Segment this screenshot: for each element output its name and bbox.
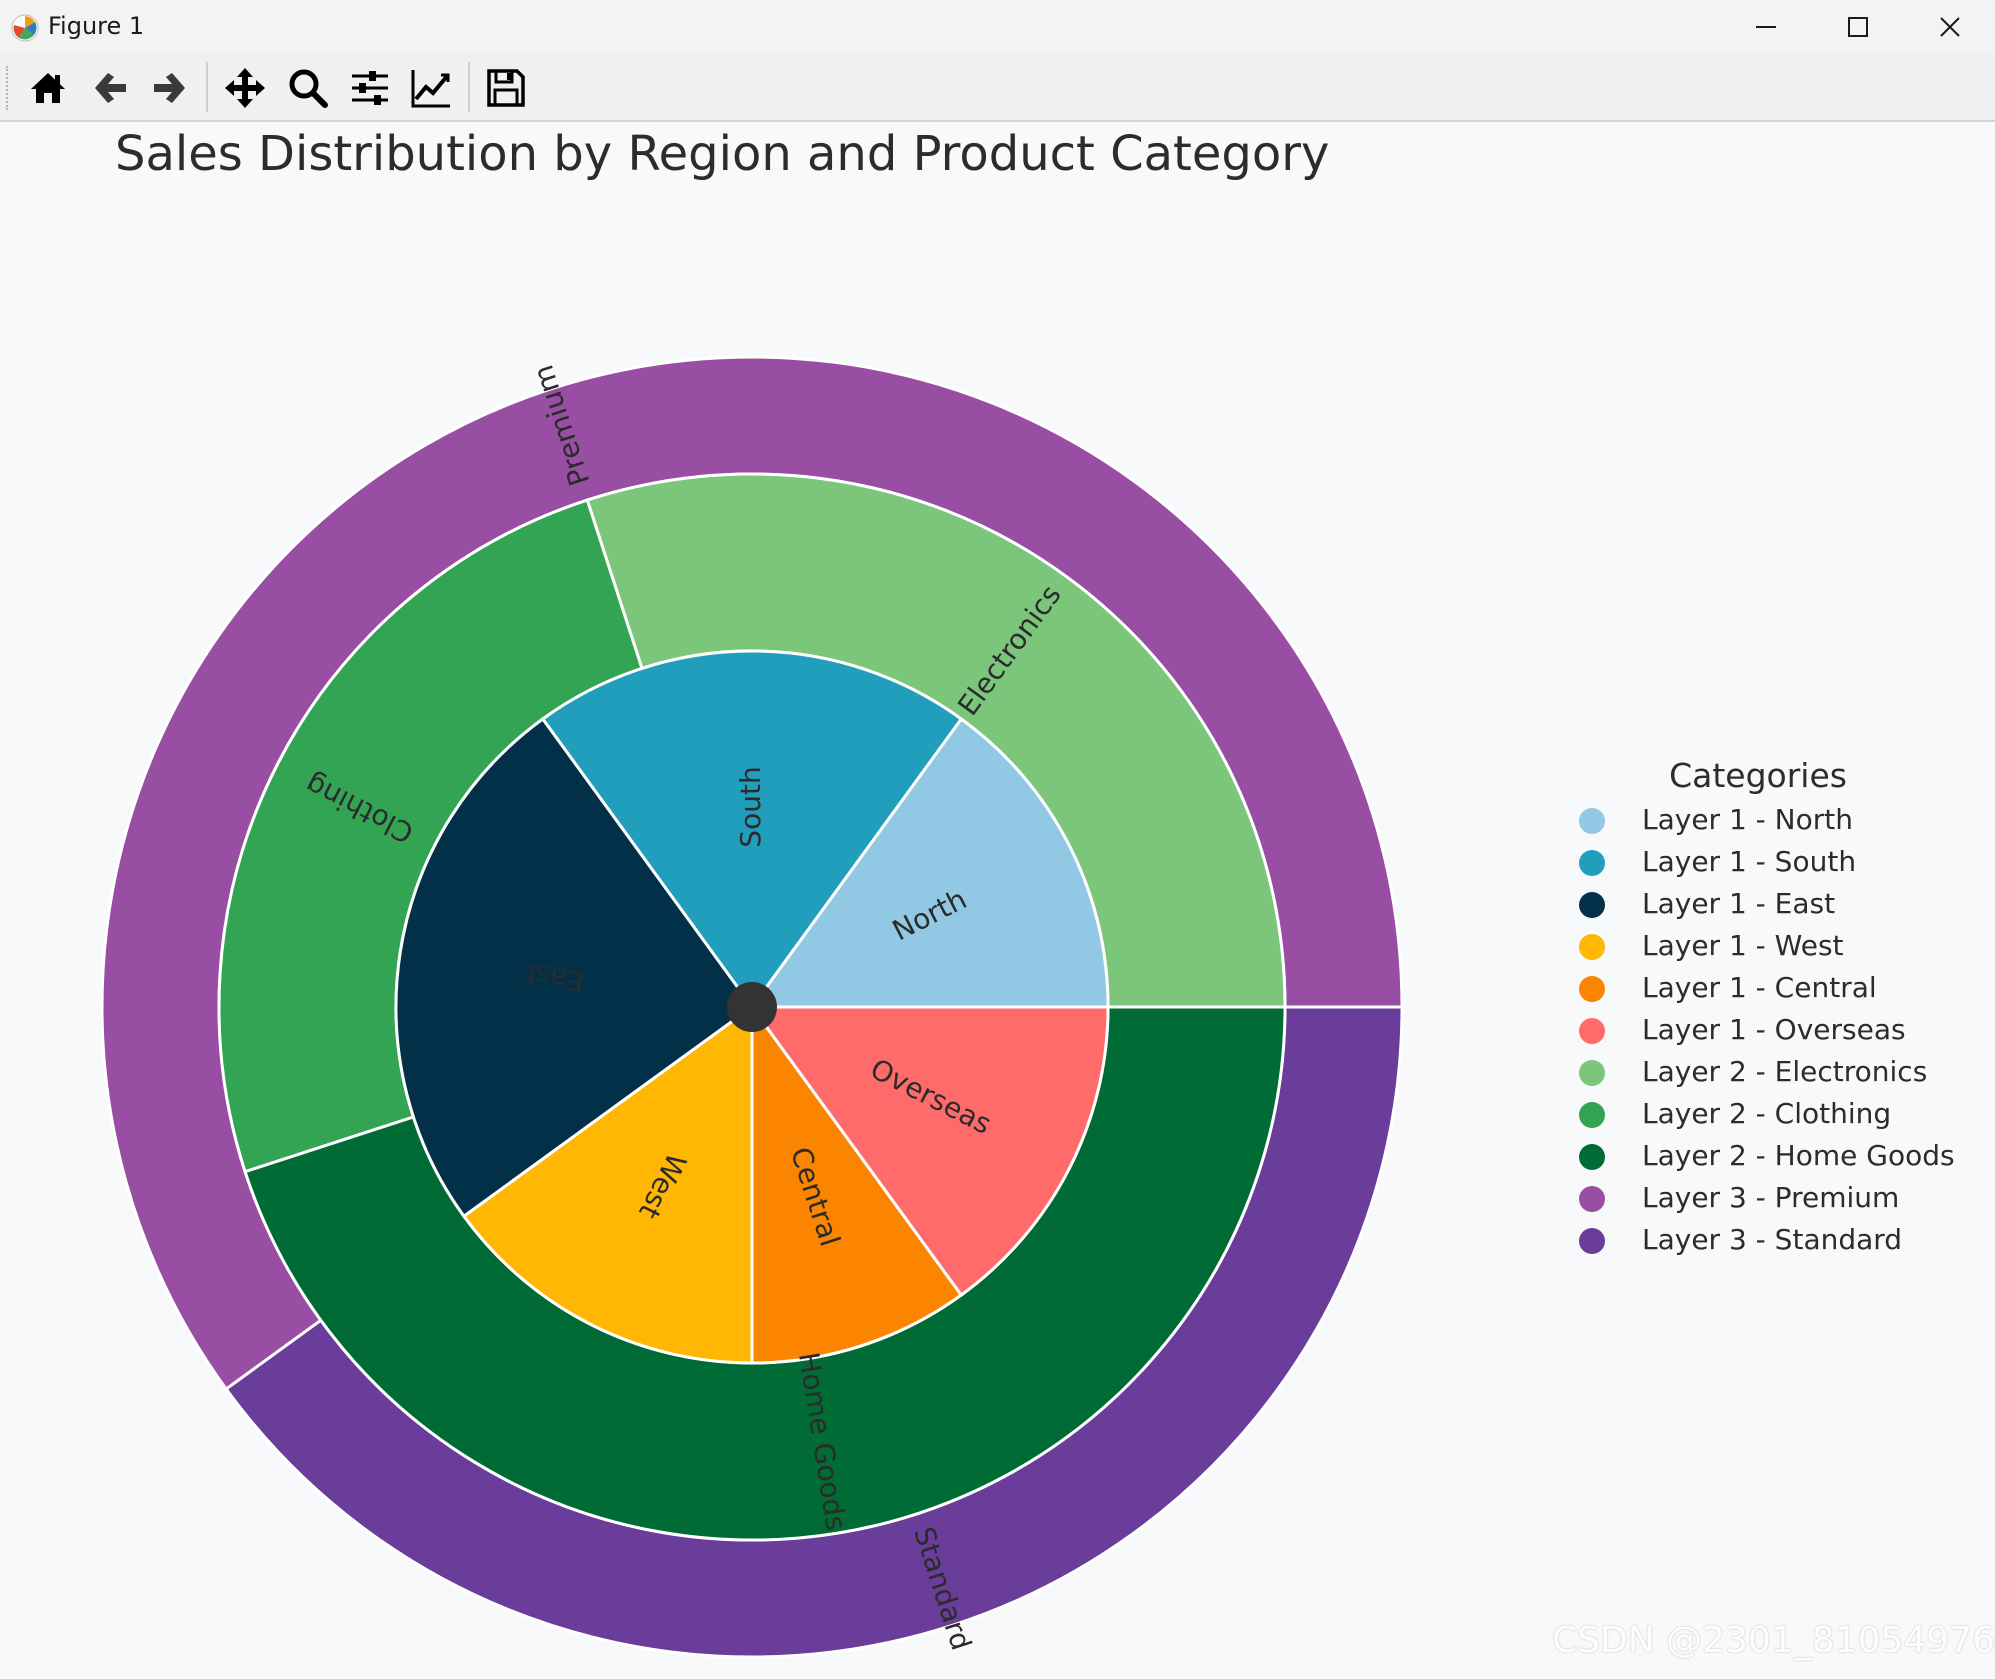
slice-label-south: South	[734, 766, 767, 847]
legend-label-layer-2-clothing: Layer 2 - Clothing	[1642, 1097, 1891, 1130]
legend-title: Categories	[1669, 756, 1847, 795]
legend-marker-layer-2-electronics	[1579, 1060, 1605, 1086]
center-dot	[727, 982, 777, 1032]
toolbar-grip	[6, 66, 11, 110]
legend-marker-layer-1-overseas	[1579, 1018, 1605, 1044]
arrow-left-icon	[95, 73, 126, 103]
legend-label-layer-2-electronics: Layer 2 - Electronics	[1642, 1055, 1927, 1088]
minimize-button[interactable]	[1720, 0, 1812, 54]
forward-button[interactable]	[144, 64, 194, 112]
legend-label-layer-1-east: Layer 1 - East	[1642, 887, 1835, 920]
pan-button[interactable]	[220, 64, 270, 112]
legend-label-layer-1-south: Layer 1 - South	[1642, 845, 1856, 878]
chart-legend: Categories Layer 1 - North Layer 1 - Sout…	[1579, 756, 1955, 1256]
legend-label-layer-1-west: Layer 1 - West	[1642, 929, 1844, 962]
legend-marker-layer-2-clothing	[1579, 1102, 1605, 1128]
chart-title: Sales Distribution by Region and Product…	[115, 126, 1329, 182]
magnifier-icon	[289, 69, 328, 108]
chart-figure: Sales Distribution by Region and Product…	[100, 126, 1955, 1659]
floppy-disk-icon	[487, 69, 525, 107]
zoom-button[interactable]	[283, 64, 333, 112]
legend-label-layer-3-premium: Layer 3 - Premium	[1642, 1181, 1899, 1214]
arrow-right-icon	[154, 73, 185, 103]
close-icon	[1940, 17, 1960, 37]
legend-marker-layer-1-east	[1579, 892, 1605, 918]
legend-label-layer-1-overseas: Layer 1 - Overseas	[1642, 1013, 1906, 1046]
legend-label-layer-2-home-goods: Layer 2 - Home Goods	[1642, 1139, 1955, 1172]
legend-marker-layer-1-south	[1579, 850, 1605, 876]
close-button[interactable]	[1904, 0, 1995, 54]
maximize-button[interactable]	[1812, 0, 1904, 54]
pie-slice-south	[540, 649, 964, 1010]
pie-slice-east	[394, 716, 755, 1219]
toolbar-separator	[206, 62, 208, 112]
home-icon	[31, 73, 65, 103]
navigation-toolbar	[0, 54, 1995, 122]
maximize-icon	[1848, 17, 1868, 37]
legend-marker-layer-1-central	[1579, 976, 1605, 1002]
save-button[interactable]	[481, 64, 531, 112]
home-button[interactable]	[23, 64, 73, 112]
legend-label-layer-3-standard: Layer 3 - Standard	[1642, 1223, 1902, 1256]
sliders-icon	[352, 71, 388, 105]
window-title: Figure 1	[48, 12, 145, 40]
window-titlebar: Figure 1	[0, 0, 1995, 54]
edit-axis-button[interactable]	[406, 64, 456, 112]
matplotlib-logo-icon	[11, 14, 39, 42]
minimize-icon	[1756, 26, 1776, 28]
legend-marker-layer-3-premium	[1579, 1186, 1605, 1212]
toolbar-separator	[468, 62, 470, 112]
back-button[interactable]	[86, 64, 136, 112]
line-chart-icon	[411, 70, 450, 108]
legend-marker-layer-1-west	[1579, 934, 1605, 960]
legend-marker-layer-2-home-goods	[1579, 1144, 1605, 1170]
pie-slice-north	[749, 716, 1110, 1009]
watermark-text: CSDN @2301_81054976	[1552, 1620, 1995, 1661]
legend-marker-layer-1-north	[1579, 808, 1605, 834]
configure-subplots-button[interactable]	[345, 64, 395, 112]
legend-marker-layer-3-standard	[1579, 1228, 1605, 1254]
legend-label-layer-1-central: Layer 1 - Central	[1642, 971, 1877, 1004]
legend-label-layer-1-north: Layer 1 - North	[1642, 803, 1853, 836]
pie-slice-overseas	[749, 1005, 1110, 1298]
pie-slice-central	[750, 1002, 964, 1365]
pie-slice-west	[461, 1004, 754, 1365]
move-icon	[225, 68, 265, 108]
